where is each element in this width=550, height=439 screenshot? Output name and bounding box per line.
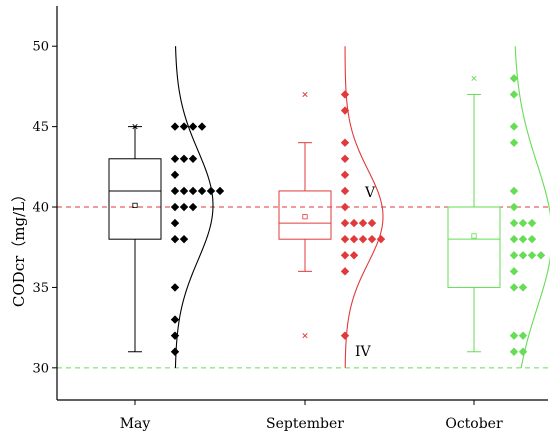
data-point (340, 251, 350, 260)
data-point (340, 170, 350, 180)
distribution-curve (174, 46, 214, 368)
y-tick-label: 45 (32, 120, 49, 135)
data-point (340, 331, 350, 340)
data-point (170, 234, 180, 244)
mean-marker (132, 202, 138, 209)
data-point (188, 122, 198, 131)
axes: 30 35 40 45 50 May September October (32, 6, 548, 432)
data-point (509, 202, 519, 212)
data-point (179, 154, 189, 163)
outlier-marker (132, 123, 138, 130)
data-point (509, 267, 519, 276)
data-point (358, 234, 368, 244)
data-point (170, 347, 180, 356)
x-tick-label: September (266, 416, 344, 432)
data-point (170, 202, 180, 212)
data-point (509, 218, 519, 228)
data-point (340, 267, 350, 276)
x-tick-label: May (120, 416, 151, 432)
data-point (536, 251, 546, 260)
data-point (206, 186, 216, 196)
reference-line-label: IV (355, 344, 372, 360)
data-point (358, 218, 368, 228)
data-point (188, 154, 198, 163)
data-point (197, 186, 207, 196)
data-point (170, 122, 180, 131)
data-point (340, 202, 350, 212)
data-point (170, 154, 180, 163)
mean-marker (471, 233, 477, 239)
data-point (509, 283, 519, 292)
outlier-marker (302, 91, 308, 98)
data-point (170, 315, 180, 324)
data-point (340, 218, 350, 228)
data-point (197, 122, 207, 131)
data-point (527, 251, 537, 260)
box (278, 190, 332, 240)
data-point (518, 347, 528, 356)
data-point (340, 186, 350, 196)
box (108, 158, 162, 240)
data-point (518, 331, 528, 340)
outlier-marker (471, 75, 477, 81)
distribution-curve (344, 46, 384, 368)
data-point (527, 234, 537, 244)
data-point (527, 218, 537, 228)
distribution-curve (514, 46, 550, 368)
data-point (518, 234, 528, 244)
mean-marker (302, 214, 308, 220)
data-point (188, 202, 198, 212)
data-point (509, 138, 519, 147)
series-september (278, 46, 386, 368)
box (447, 206, 501, 288)
data-point (349, 251, 359, 260)
data-point (376, 234, 386, 244)
y-tick-label: 50 (32, 40, 49, 55)
y-tick-label: 30 (32, 361, 49, 376)
data-point (179, 234, 189, 244)
data-point (179, 122, 189, 131)
data-point (367, 234, 377, 244)
data-point (340, 154, 350, 163)
data-point (179, 186, 189, 196)
data-point (170, 283, 180, 292)
data-point (340, 234, 350, 244)
series-october (447, 46, 550, 368)
data-point (170, 170, 180, 180)
data-point (509, 331, 519, 340)
outlier-marker (302, 333, 308, 339)
series-layer (108, 46, 550, 368)
data-point (518, 283, 528, 292)
data-point (179, 202, 189, 212)
reference-line-label: V (364, 185, 376, 201)
data-point (518, 251, 528, 260)
x-tick-label: October (445, 416, 503, 432)
data-point (509, 251, 519, 260)
y-tick-label: 35 (32, 281, 49, 296)
data-point (509, 90, 519, 99)
data-point (367, 218, 377, 228)
data-point (170, 186, 180, 196)
data-point (188, 186, 198, 196)
data-point (509, 186, 519, 196)
data-point (518, 218, 528, 228)
data-point (509, 234, 519, 244)
series-may (108, 46, 225, 368)
y-tick-label: 40 (32, 201, 49, 216)
data-point (349, 218, 359, 228)
data-point (509, 347, 519, 356)
y-axis-title: CODcr（mg/L） (10, 187, 28, 307)
data-point (170, 218, 180, 228)
data-point (340, 90, 350, 99)
data-point (215, 186, 225, 196)
data-point (349, 234, 359, 244)
data-point (340, 138, 350, 147)
data-point (509, 122, 519, 131)
data-point (509, 74, 519, 83)
